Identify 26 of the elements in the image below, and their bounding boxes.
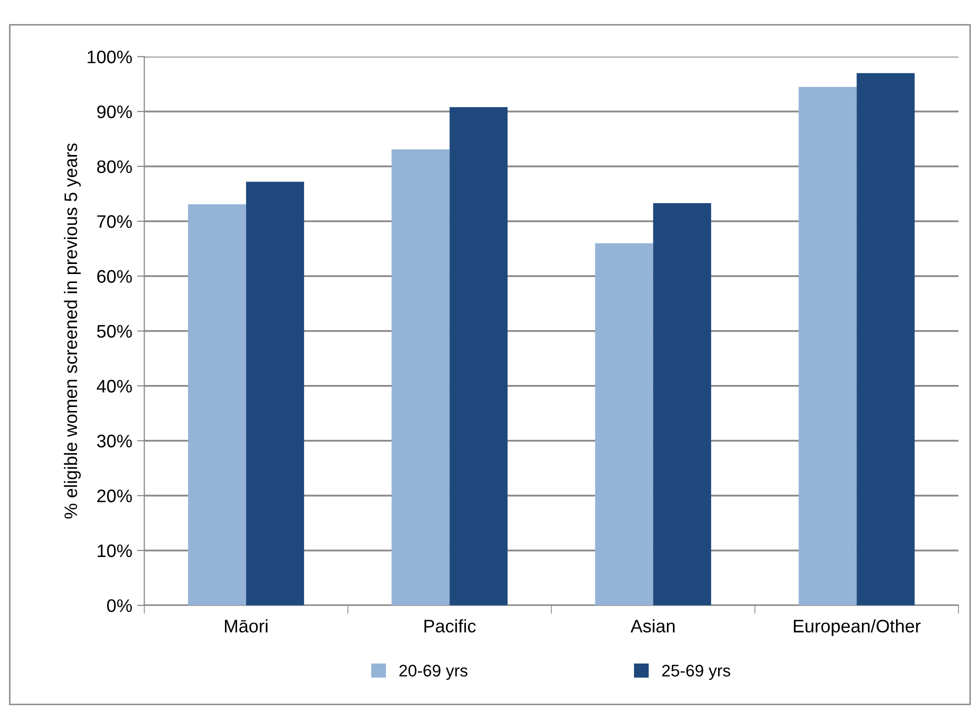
legend-label: 20-69 yrs xyxy=(399,664,468,680)
x-tick-label: Pacific xyxy=(424,619,476,632)
y-tick-label: 70% xyxy=(97,215,132,228)
bar xyxy=(392,149,450,606)
y-tick-label: 20% xyxy=(97,490,132,502)
y-tick-label: 100% xyxy=(88,50,132,64)
bar xyxy=(653,203,712,606)
bar xyxy=(595,243,654,606)
y-tick-label: 0% xyxy=(107,599,132,612)
x-tick-label: European/Other xyxy=(794,619,921,636)
x-tick-label: Māori xyxy=(224,619,268,632)
bar xyxy=(450,107,508,606)
y-tick-label: 80% xyxy=(97,160,132,174)
y-tick-label: 30% xyxy=(97,434,132,448)
bar xyxy=(798,86,857,606)
legend-label: 25-69 yrs xyxy=(662,664,730,680)
y-tick-label: 60% xyxy=(97,270,132,283)
y-tick-label: 90% xyxy=(97,105,132,118)
bar xyxy=(856,73,915,606)
y-axis-title: % eligible women screened in previous 5 years xyxy=(64,143,81,519)
y-tick-label: 50% xyxy=(97,324,132,338)
bar xyxy=(246,182,304,606)
y-tick-label: 10% xyxy=(98,544,132,558)
x-tick-label: Asian xyxy=(630,619,675,632)
y-tick-label: 40% xyxy=(96,380,132,393)
bar xyxy=(188,204,246,606)
